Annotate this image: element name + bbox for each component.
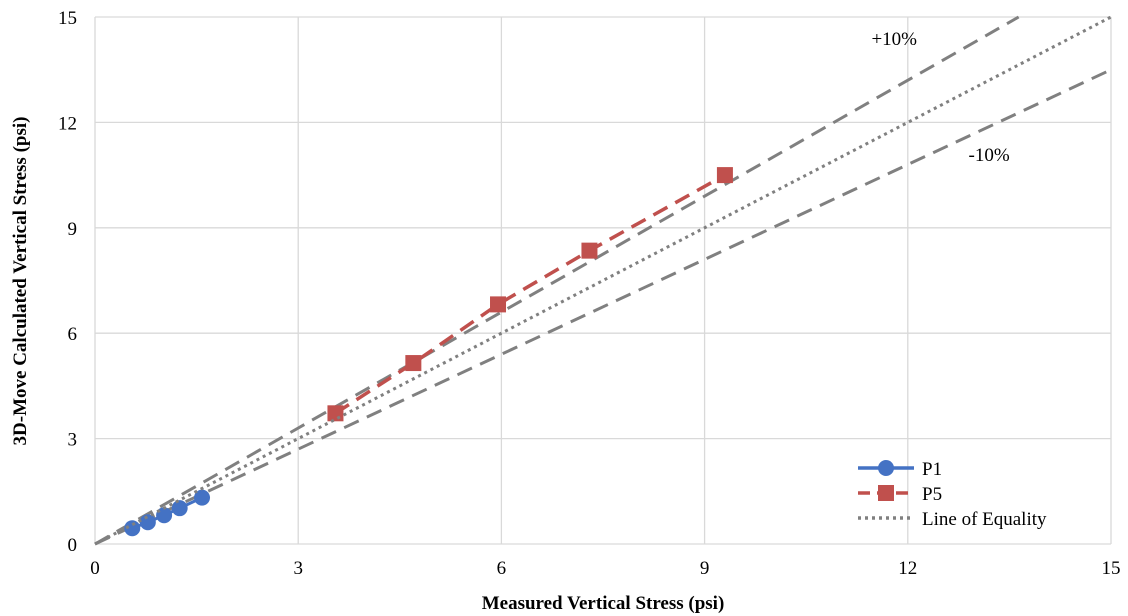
- x-tick-label: 0: [90, 558, 100, 579]
- y-tick-label: 9: [68, 219, 78, 240]
- annotation-label: +10%: [871, 29, 917, 50]
- legend-label: P5: [922, 484, 942, 505]
- reference-line: [94, 15, 1020, 546]
- reference-line: [94, 68, 1112, 546]
- data-point: [405, 355, 422, 372]
- series-line: [334, 173, 726, 415]
- data-point: [581, 242, 598, 259]
- gridlines: [94, 16, 1112, 545]
- y-axis-title: 3D-Move Calculated Vertical Stress (psi): [10, 117, 31, 446]
- reference-lines: [94, 15, 1112, 546]
- legend-label: Line of Equality: [922, 509, 1047, 530]
- data-point: [490, 296, 507, 313]
- legend: P1 P5 Line of Equality: [858, 459, 1047, 530]
- x-axis-title: Measured Vertical Stress (psi): [482, 593, 725, 614]
- data-point: [139, 514, 156, 531]
- data-point: [124, 520, 141, 537]
- y-tick-label: 6: [68, 324, 78, 345]
- x-tick-label: 3: [293, 558, 303, 579]
- series-layer: [94, 15, 1112, 546]
- series-line: [94, 15, 1112, 546]
- legend-marker: [878, 485, 894, 501]
- legend-label: P1: [922, 459, 942, 480]
- x-tick-label: 6: [497, 558, 507, 579]
- y-tick-label: 0: [68, 535, 78, 556]
- y-tick-label: 3: [68, 430, 78, 451]
- annotation-label: -10%: [969, 145, 1010, 166]
- tick-labels: 0 3 6 9 12 15 0 3 6 9 12 15: [58, 8, 1121, 579]
- data-point: [327, 405, 344, 422]
- x-tick-label: 9: [700, 558, 710, 579]
- y-tick-label: 15: [58, 8, 77, 29]
- data-point: [194, 489, 211, 506]
- x-tick-label: 12: [898, 558, 917, 579]
- x-tick-label: 15: [1102, 558, 1121, 579]
- legend-marker: [878, 460, 894, 476]
- y-tick-label: 12: [58, 113, 77, 134]
- data-point: [716, 167, 733, 184]
- data-point: [171, 500, 188, 517]
- annotations: +10% -10%: [871, 29, 1009, 166]
